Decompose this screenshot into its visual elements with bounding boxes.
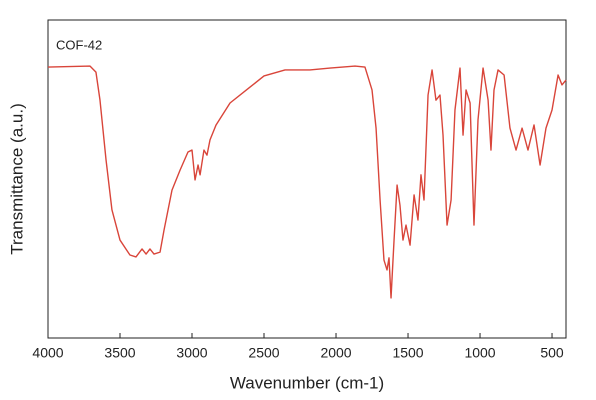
spectrum-line	[47, 65, 567, 299]
plot-frame	[47, 19, 567, 339]
x-tick-label: 1000	[464, 345, 495, 361]
annotation: COF-42	[56, 37, 102, 52]
x-axis-label: Wavenumber (cm-1)	[230, 373, 384, 392]
x-tick-label: 3500	[104, 345, 135, 361]
x-tick-label: 3000	[176, 345, 207, 361]
x-tick-label: 4000	[32, 345, 63, 361]
x-tick-label: 2000	[320, 345, 351, 361]
x-tick-label: 2500	[248, 345, 279, 361]
y-axis-label: Transmittance (a.u.)	[7, 103, 26, 254]
x-tick-label: 500	[540, 345, 564, 361]
x-tick-label: 1500	[392, 345, 423, 361]
